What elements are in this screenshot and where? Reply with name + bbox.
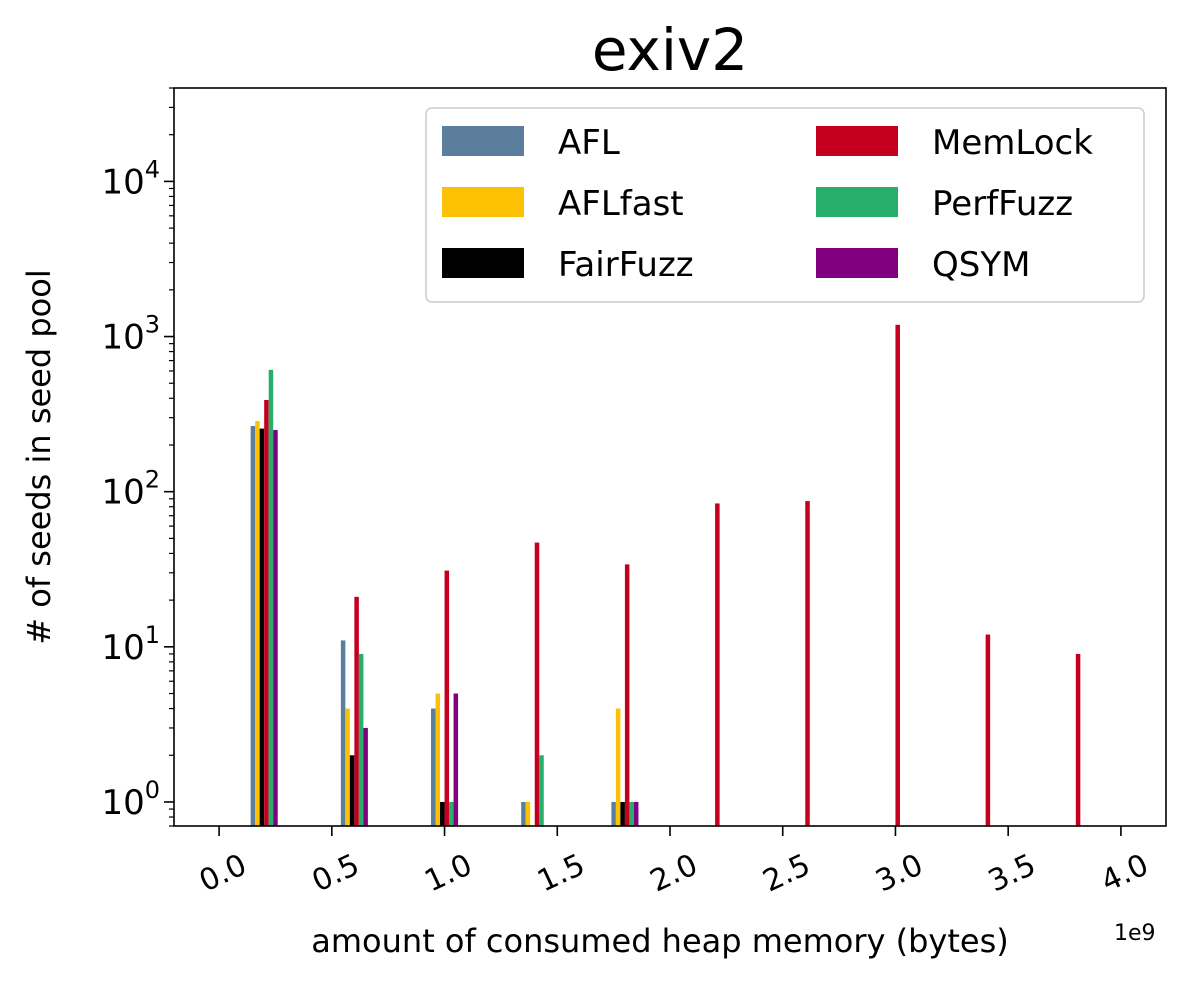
x-axis-offset-label: 1e9 xyxy=(1114,921,1156,946)
bar-fairfuzz-1 xyxy=(349,755,355,826)
legend-label-afl: AFL xyxy=(558,123,620,163)
y-tick-label: 101 xyxy=(101,621,160,668)
bar-aflfast-4 xyxy=(615,708,621,826)
chart-title: exiv2 xyxy=(592,16,748,84)
legend-swatch-memlock xyxy=(816,126,898,156)
y-tick-label: 102 xyxy=(101,466,160,513)
legend-swatch-qsym xyxy=(816,248,898,278)
y-axis-label: # of seeds in seed pool xyxy=(20,269,58,644)
bar-afl-2 xyxy=(431,708,436,826)
legend-label-aflfast: AFLfast xyxy=(558,184,684,224)
bar-memlock-8 xyxy=(985,634,991,826)
bar-memlock-9 xyxy=(1075,653,1081,826)
bar-aflfast-2 xyxy=(435,693,441,826)
legend-frame xyxy=(425,107,1145,303)
legend-swatch-fairfuzz xyxy=(442,248,524,278)
y-tick-label: 103 xyxy=(101,311,160,358)
bar-perffuzz-3 xyxy=(539,755,544,826)
bar-qsym-1 xyxy=(363,727,368,826)
x-tick-label: 0.0 xyxy=(194,847,252,899)
x-tick-label: 3.5 xyxy=(983,847,1041,899)
bar-fairfuzz-4 xyxy=(620,801,625,826)
bar-perffuzz-2 xyxy=(449,801,454,826)
bar-memlock-4 xyxy=(624,564,630,826)
x-tick-label: 1.0 xyxy=(420,847,478,899)
legend-swatch-afl xyxy=(442,126,524,156)
x-tick-label: 4.0 xyxy=(1096,847,1154,899)
x-tick-label: 2.5 xyxy=(758,847,816,899)
legend-label-perffuzz: PerfFuzz xyxy=(932,184,1073,224)
bar-aflfast-3 xyxy=(525,801,531,826)
bar-qsym-4 xyxy=(633,801,639,826)
bar-aflfast-0 xyxy=(255,421,260,826)
bar-fairfuzz-2 xyxy=(440,801,445,826)
bar-perffuzz-1 xyxy=(358,653,364,826)
bar-perffuzz-4 xyxy=(629,801,634,826)
x-tick-label: 0.5 xyxy=(307,847,365,899)
bar-fairfuzz-0 xyxy=(259,428,265,826)
bar-afl-4 xyxy=(611,801,616,826)
bars-layer xyxy=(250,324,1081,826)
x-tick-label: 1.5 xyxy=(532,847,590,899)
bar-afl-0 xyxy=(250,426,256,826)
legend-swatch-aflfast xyxy=(442,187,524,217)
legend-swatch-perffuzz xyxy=(816,187,898,217)
bar-afl-3 xyxy=(521,801,526,826)
legend-label-memlock: MemLock xyxy=(932,123,1093,163)
bar-perffuzz-0 xyxy=(268,369,274,826)
bar-afl-1 xyxy=(340,640,346,826)
x-tick-label: 2.0 xyxy=(645,847,703,899)
bar-aflfast-1 xyxy=(345,708,350,826)
bar-memlock-2 xyxy=(444,570,450,826)
bar-memlock-1 xyxy=(354,596,359,826)
x-axis: 0.0 0.5 1.0 1.5 2.0 2.5 3.0 3.5 4.0 xyxy=(194,826,1154,899)
bar-qsym-2 xyxy=(453,693,459,826)
bar-qsym-0 xyxy=(273,429,278,826)
bar-memlock-7 xyxy=(895,324,900,826)
legend-label-fairfuzz: FairFuzz xyxy=(558,245,694,285)
legend: AFL AFLfast FairFuzz MemLock PerfFuzz QSYM xyxy=(425,107,1145,303)
x-axis-label: amount of consumed heap memory (bytes) xyxy=(311,922,1008,960)
bar-memlock-6 xyxy=(805,501,810,826)
x-tick-label: 3.0 xyxy=(870,847,928,899)
y-tick-label: 104 xyxy=(101,155,160,202)
y-axis: 100 101 102 103 104 xyxy=(101,87,174,827)
y-tick-label: 100 xyxy=(101,776,160,823)
legend-label-qsym: QSYM xyxy=(932,245,1030,285)
bar-memlock-5 xyxy=(715,503,720,826)
bar-memlock-3 xyxy=(534,542,540,826)
bar-memlock-0 xyxy=(264,399,269,826)
